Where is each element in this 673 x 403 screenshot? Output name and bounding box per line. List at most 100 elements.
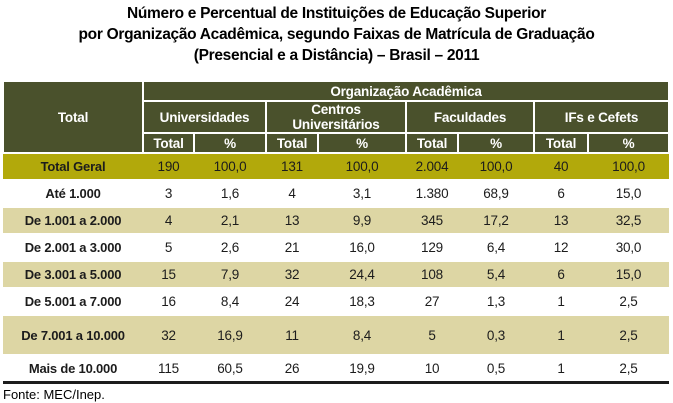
data-cell: 345: [406, 206, 458, 234]
data-cell: 129: [406, 233, 458, 261]
row-label-cell: De 1.001 a 2.000: [3, 206, 143, 234]
data-cell: 8,4: [318, 314, 406, 355]
data-cell: 2,6: [194, 233, 266, 261]
title-line-3: (Presencial e a Distância) – Brasil – 20…: [193, 47, 480, 64]
data-cell: 1.380: [406, 179, 458, 207]
data-cell: 9,9: [318, 206, 406, 234]
row-label-cell: Até 1.000: [3, 179, 143, 207]
data-cell: 2,5: [588, 287, 669, 315]
data-cell: 8,4: [194, 287, 266, 315]
data-cell: 2,1: [194, 206, 266, 234]
subheader-percent: %: [587, 132, 670, 154]
data-cell: 68,9: [458, 179, 534, 207]
subheader-total: Total: [405, 132, 459, 154]
header-group-ifs-e-cefets: IFs e Cefets: [533, 100, 670, 134]
data-cell: 2,5: [588, 314, 669, 355]
data-cell: 26: [266, 354, 318, 382]
header-group-universidades: Universidades: [142, 100, 267, 134]
data-cell: 6,4: [458, 233, 534, 261]
data-cell: 60,5: [194, 354, 266, 382]
data-cell: 18,3: [318, 287, 406, 315]
table-row: Até 1.000 3 1,6 4 3,1 1.380 68,9 6 15,0: [3, 179, 669, 207]
data-cell: 100,0: [318, 152, 406, 180]
data-cell: 1: [534, 314, 588, 355]
header-total-column: Total: [2, 80, 144, 154]
table-row: De 3.001 a 5.000 15 7,9 32 24,4 108 5,4 …: [3, 260, 669, 288]
data-cell: 27: [406, 287, 458, 315]
data-cell: 6: [534, 179, 588, 207]
row-label-cell: De 7.001 a 10.000: [3, 314, 143, 355]
row-label-cell: De 3.001 a 5.000: [3, 260, 143, 288]
subheader-total: Total: [533, 132, 589, 154]
data-cell: 24: [266, 287, 318, 315]
data-cell: 5: [406, 314, 458, 355]
data-cell: 7,9: [194, 260, 266, 288]
subheader-percent: %: [193, 132, 267, 154]
header-org-academica: Organização Acadêmica: [142, 80, 670, 102]
data-cell: 32,5: [588, 206, 669, 234]
data-cell: 190: [143, 152, 194, 180]
data-cell: 12: [534, 233, 588, 261]
data-cell: 5: [143, 233, 194, 261]
table-row: De 1.001 a 2.000 4 2,1 13 9,9 345 17,2 1…: [3, 206, 669, 234]
table-row-total-geral: Total Geral 190 100,0 131 100,0 2.004 10…: [3, 152, 669, 180]
data-cell: 13: [534, 206, 588, 234]
data-cell: 2.004: [406, 152, 458, 180]
subheader-total: Total: [142, 132, 195, 154]
row-label-cell: De 2.001 a 3.000: [3, 233, 143, 261]
source-note: Fonte: MEC/Inep.: [3, 386, 105, 402]
table-row: De 7.001 a 10.000 32 16,9 11 8,4 5 0,3 1…: [3, 314, 669, 355]
data-cell: 100,0: [194, 152, 266, 180]
data-cell: 3,1: [318, 179, 406, 207]
title-line-2: por Organização Acadêmica, segundo Faixa…: [78, 26, 595, 43]
data-cell: 16,9: [194, 314, 266, 355]
data-cell: 13: [266, 206, 318, 234]
data-cell: 15,0: [588, 260, 669, 288]
data-cell: 15: [143, 260, 194, 288]
data-cell: 4: [143, 206, 194, 234]
data-cell: 24,4: [318, 260, 406, 288]
institutions-table: Total Organização Acadêmica Universidade…: [2, 80, 670, 384]
data-cell: 15,0: [588, 179, 669, 207]
data-cell: 1: [534, 287, 588, 315]
data-cell: 21: [266, 233, 318, 261]
data-cell: 100,0: [458, 152, 534, 180]
data-cell: 32: [266, 260, 318, 288]
data-cell: 30,0: [588, 233, 669, 261]
table-row: Mais de 10.000 115 60,5 26 19,9 10 0,5 1…: [3, 354, 669, 382]
table-row: De 5.001 a 7.000 16 8,4 24 18,3 27 1,3 1…: [3, 287, 669, 315]
data-cell: 1: [534, 354, 588, 382]
data-cell: 108: [406, 260, 458, 288]
data-cell: 19,9: [318, 354, 406, 382]
data-cell: 1,3: [458, 287, 534, 315]
data-cell: 10: [406, 354, 458, 382]
data-cell: 11: [266, 314, 318, 355]
data-cell: 40: [534, 152, 588, 180]
data-cell: 32: [143, 314, 194, 355]
table-title: Número e Percentual de Instituições de E…: [0, 3, 673, 66]
data-cell: 5,4: [458, 260, 534, 288]
data-cell: 115: [143, 354, 194, 382]
row-label-cell: De 5.001 a 7.000: [3, 287, 143, 315]
data-cell: 1,6: [194, 179, 266, 207]
data-cell: 16: [143, 287, 194, 315]
row-label-cell: Total Geral: [3, 152, 143, 180]
data-cell: 17,2: [458, 206, 534, 234]
table-row: De 2.001 a 3.000 5 2,6 21 16,0 129 6,4 1…: [3, 233, 669, 261]
subheader-total: Total: [265, 132, 319, 154]
data-cell: 0,5: [458, 354, 534, 382]
title-line-1: Número e Percentual de Instituições de E…: [126, 5, 547, 22]
data-cell: 3: [143, 179, 194, 207]
data-cell: 2,5: [588, 354, 669, 382]
data-cell: 100,0: [588, 152, 669, 180]
data-cell: 0,3: [458, 314, 534, 355]
header-group-centros-universitarios: Centros Universitários: [265, 100, 407, 134]
data-cell: 6: [534, 260, 588, 288]
subheader-percent: %: [457, 132, 535, 154]
data-cell: 4: [266, 179, 318, 207]
data-cell: 131: [266, 152, 318, 180]
header-group-faculdades: Faculdades: [405, 100, 535, 134]
subheader-percent: %: [317, 132, 407, 154]
row-label-cell: Mais de 10.000: [3, 354, 143, 382]
